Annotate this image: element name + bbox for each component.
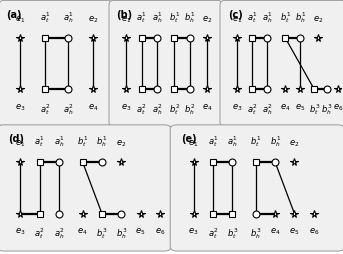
Text: (e): (e) <box>181 134 197 144</box>
Text: $e_4$: $e_4$ <box>270 227 281 237</box>
FancyBboxPatch shape <box>0 1 112 126</box>
Text: $e_1$: $e_1$ <box>232 14 242 25</box>
Text: $e_1$: $e_1$ <box>15 14 25 25</box>
Text: $a_t^1$: $a_t^1$ <box>247 10 257 25</box>
Text: $e_3$: $e_3$ <box>188 227 199 237</box>
Text: $e_6$: $e_6$ <box>333 102 343 113</box>
Text: $b_t^2$: $b_t^2$ <box>169 102 180 117</box>
Text: $a_t^2$: $a_t^2$ <box>40 102 50 117</box>
Text: $b_h^3$: $b_h^3$ <box>250 227 262 241</box>
Text: $e_2$: $e_2$ <box>202 14 212 25</box>
Text: $a_t^2$: $a_t^2$ <box>136 102 147 117</box>
Text: $e_4$: $e_4$ <box>280 102 291 113</box>
Text: $e_2$: $e_2$ <box>313 14 324 25</box>
Text: $e_4$: $e_4$ <box>88 102 99 113</box>
Text: $e_2$: $e_2$ <box>116 139 127 149</box>
Text: $a_h^2$: $a_h^2$ <box>54 227 64 241</box>
Text: $b_t^3$: $b_t^3$ <box>96 227 108 241</box>
Text: $a_t^1$: $a_t^1$ <box>208 135 218 149</box>
Text: $b_t^3$: $b_t^3$ <box>308 102 320 117</box>
Text: $e_3$: $e_3$ <box>232 102 242 113</box>
Text: $e_6$: $e_6$ <box>308 227 319 237</box>
Text: $b_h^3$: $b_h^3$ <box>321 102 333 117</box>
Text: $b_h^2$: $b_h^2$ <box>184 102 195 117</box>
Text: $e_4$: $e_4$ <box>78 227 88 237</box>
Text: $e_3$: $e_3$ <box>15 227 26 237</box>
Text: $e_5$: $e_5$ <box>135 227 146 237</box>
Text: $a_h^1$: $a_h^1$ <box>54 135 64 149</box>
Text: $a_t^1$: $a_t^1$ <box>136 10 147 25</box>
Text: $b_h^1$: $b_h^1$ <box>270 135 281 149</box>
Text: $e_1$: $e_1$ <box>188 139 199 149</box>
Text: $e_1$: $e_1$ <box>15 139 25 149</box>
Text: $b_t^1$: $b_t^1$ <box>250 135 261 149</box>
Text: $a_t^2$: $a_t^2$ <box>247 102 257 117</box>
Text: $e_2$: $e_2$ <box>289 139 300 149</box>
FancyBboxPatch shape <box>220 1 343 126</box>
Text: $a_h^1$: $a_h^1$ <box>63 10 74 25</box>
Text: $b_h^1$: $b_h^1$ <box>184 10 195 25</box>
Text: $b_h^1$: $b_h^1$ <box>96 135 107 149</box>
Text: (c): (c) <box>228 10 243 20</box>
FancyBboxPatch shape <box>170 125 343 251</box>
Text: $b_h^3$: $b_h^3$ <box>116 227 127 241</box>
Text: $e_1$: $e_1$ <box>121 14 131 25</box>
Text: (b): (b) <box>116 10 132 20</box>
Text: $a_h^2$: $a_h^2$ <box>152 102 162 117</box>
Text: $a_t^1$: $a_t^1$ <box>34 135 45 149</box>
Text: $a_h^2$: $a_h^2$ <box>63 102 74 117</box>
Text: $e_3$: $e_3$ <box>121 102 131 113</box>
FancyBboxPatch shape <box>0 125 171 251</box>
Text: $a_t^2$: $a_t^2$ <box>208 227 218 241</box>
Text: $e_4$: $e_4$ <box>202 102 212 113</box>
Text: $b_t^1$: $b_t^1$ <box>280 10 291 25</box>
Text: $a_h^1$: $a_h^1$ <box>262 10 272 25</box>
Text: $b_t^1$: $b_t^1$ <box>169 10 180 25</box>
Text: $e_3$: $e_3$ <box>15 102 25 113</box>
Text: $b_h^1$: $b_h^1$ <box>295 10 306 25</box>
Text: (a): (a) <box>7 10 22 20</box>
Text: $e_5$: $e_5$ <box>289 227 300 237</box>
Text: $a_h^1$: $a_h^1$ <box>152 10 162 25</box>
Text: $e_5$: $e_5$ <box>295 102 305 113</box>
Text: $e_2$: $e_2$ <box>88 14 98 25</box>
Text: $a_t^2$: $a_t^2$ <box>34 227 45 241</box>
Text: $e_6$: $e_6$ <box>155 227 165 237</box>
Text: $a_h^1$: $a_h^1$ <box>227 135 237 149</box>
FancyBboxPatch shape <box>109 1 222 126</box>
Text: $a_h^2$: $a_h^2$ <box>262 102 272 117</box>
Text: $b_t^3$: $b_t^3$ <box>226 227 238 241</box>
Text: $b_t^1$: $b_t^1$ <box>77 135 88 149</box>
Text: (d): (d) <box>8 134 24 144</box>
Text: $a_t^1$: $a_t^1$ <box>40 10 50 25</box>
